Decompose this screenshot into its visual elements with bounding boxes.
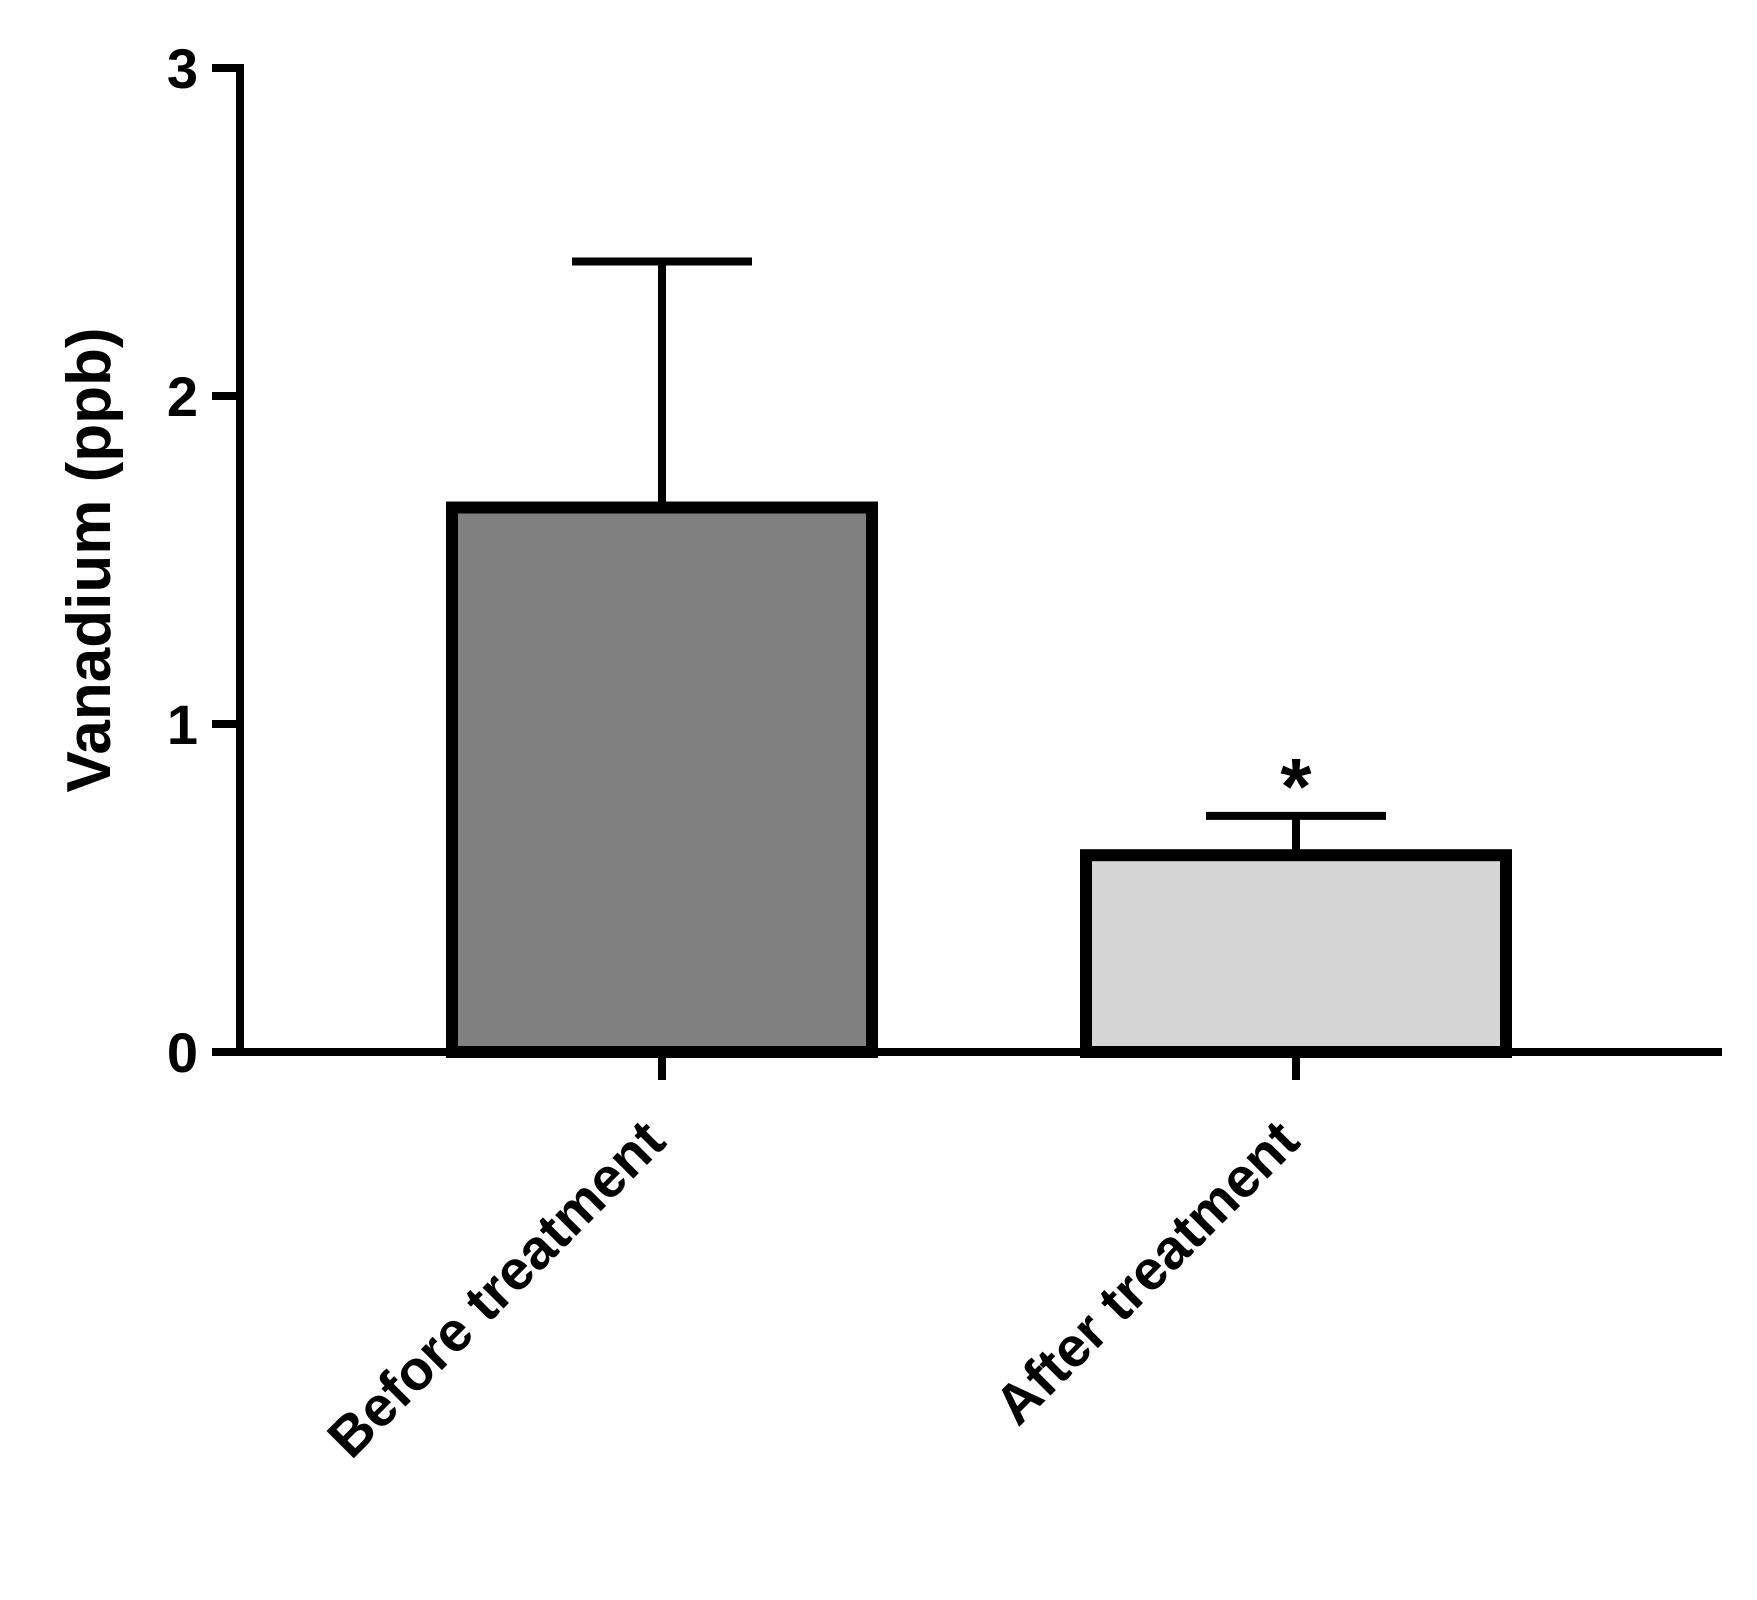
error-bars <box>572 257 1386 856</box>
bars <box>446 501 1512 1059</box>
category-labels: Before treatment After treatment <box>315 1108 1310 1469</box>
significance-asterisk: * <box>1280 742 1312 831</box>
annotations: * <box>1280 742 1312 831</box>
y-tick-label: 3 <box>167 37 198 100</box>
bar-before-treatment <box>446 501 878 1058</box>
x-tick-label: After treatment <box>982 1108 1310 1436</box>
y-tick-label: 2 <box>167 365 198 428</box>
bar-after-treatment <box>1080 849 1512 1059</box>
x-tick-label: Before treatment <box>315 1108 676 1469</box>
y-tick-label: 1 <box>167 693 198 756</box>
y-axis-ticks: 0 1 2 3 <box>167 37 240 1084</box>
y-tick-label: 0 <box>167 1021 198 1084</box>
y-axis-label: Vanadium (ppb) <box>55 328 124 793</box>
